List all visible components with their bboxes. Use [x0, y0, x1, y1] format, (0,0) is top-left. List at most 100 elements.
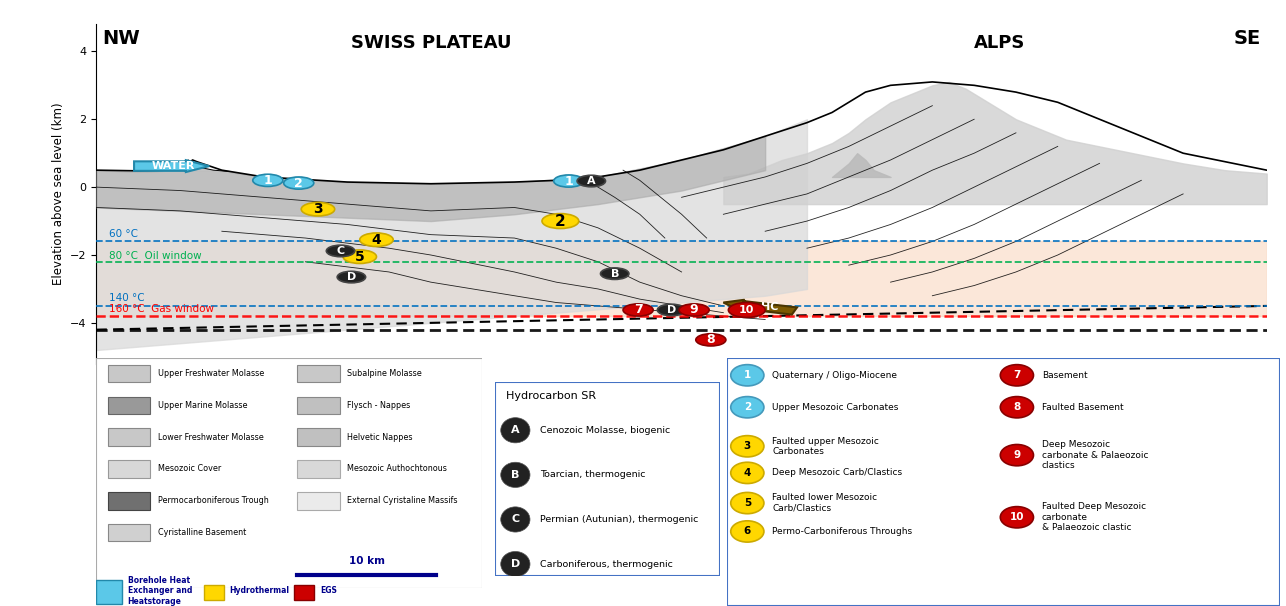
Text: 4: 4: [372, 233, 382, 247]
Text: 7: 7: [1013, 370, 1021, 381]
Text: Flysch - Nappes: Flysch - Nappes: [347, 401, 410, 410]
Text: 10: 10: [739, 305, 755, 315]
Text: Lower Freshwater Molasse: Lower Freshwater Molasse: [158, 433, 264, 442]
Bar: [108, 365, 150, 382]
Bar: [108, 492, 150, 510]
Circle shape: [1001, 445, 1034, 466]
Text: Upper Marine Molasse: Upper Marine Molasse: [158, 401, 248, 410]
Text: Quaternary / Oligo-Miocene: Quaternary / Oligo-Miocene: [772, 371, 898, 380]
Text: Subalpine Molasse: Subalpine Molasse: [347, 369, 422, 378]
Bar: [108, 428, 150, 446]
Circle shape: [327, 245, 355, 257]
Text: External Cyristaline Massifs: External Cyristaline Massifs: [347, 496, 458, 505]
Circle shape: [622, 304, 653, 316]
Text: 2: 2: [556, 213, 566, 228]
Circle shape: [500, 507, 530, 532]
Text: EGS: EGS: [320, 587, 337, 595]
Circle shape: [337, 271, 365, 283]
Bar: [204, 585, 224, 600]
Circle shape: [657, 304, 685, 316]
Text: Permo-Carboniferous Throughs: Permo-Carboniferous Throughs: [772, 527, 912, 536]
Circle shape: [601, 268, 629, 279]
Circle shape: [577, 175, 606, 187]
Text: WATER: WATER: [152, 161, 195, 171]
Text: 10: 10: [1010, 512, 1024, 522]
Circle shape: [730, 493, 764, 514]
Text: 3: 3: [314, 202, 323, 216]
Circle shape: [679, 304, 709, 316]
Circle shape: [253, 175, 283, 187]
Text: Toarcian, thermogenic: Toarcian, thermogenic: [540, 470, 646, 479]
FancyBboxPatch shape: [495, 382, 720, 576]
Circle shape: [696, 334, 725, 346]
Text: 3: 3: [743, 441, 751, 451]
FancyBboxPatch shape: [96, 358, 482, 588]
Circle shape: [730, 521, 764, 542]
Text: Permian (Autunian), thermogenic: Permian (Autunian), thermogenic: [540, 515, 698, 524]
Text: A: A: [586, 176, 595, 186]
Circle shape: [728, 302, 765, 318]
Text: Mesozoic Authochtonous: Mesozoic Authochtonous: [347, 464, 448, 473]
Text: ALPS: ALPS: [974, 35, 1025, 53]
Text: 1: 1: [264, 174, 273, 187]
Bar: [108, 524, 150, 541]
FancyBboxPatch shape: [727, 358, 1280, 606]
Text: Deep Mesozoic Carb/Clastics: Deep Mesozoic Carb/Clastics: [772, 468, 903, 478]
Text: Hydrothermal: Hydrothermal: [229, 587, 289, 595]
Text: B: B: [611, 268, 619, 279]
Bar: [297, 428, 340, 446]
Text: C: C: [337, 246, 345, 256]
Text: Mesozoic Cover: Mesozoic Cover: [158, 464, 221, 473]
Text: 5: 5: [743, 498, 751, 508]
Text: 160 °C  Gas window: 160 °C Gas window: [109, 304, 213, 314]
Text: Hydrocarbon SR: Hydrocarbon SR: [507, 391, 597, 402]
Text: 6: 6: [743, 527, 751, 536]
Circle shape: [1001, 507, 1034, 528]
Circle shape: [360, 233, 394, 247]
Text: 2: 2: [743, 402, 751, 412]
Text: 9: 9: [1013, 450, 1021, 460]
Text: Faulted Deep Mesozoic
carbonate
& Palaeozoic clastic: Faulted Deep Mesozoic carbonate & Palaeo…: [1042, 502, 1146, 532]
Circle shape: [284, 177, 314, 189]
Text: 8: 8: [706, 333, 715, 347]
Circle shape: [301, 202, 334, 216]
Text: C: C: [512, 514, 520, 524]
Bar: [96, 241, 1267, 316]
Text: D: D: [511, 559, 520, 569]
Text: 4: 4: [743, 468, 751, 478]
Text: B: B: [511, 470, 520, 480]
Text: Upper Freshwater Molasse: Upper Freshwater Molasse: [158, 369, 265, 378]
Text: 1: 1: [565, 175, 574, 187]
Bar: [297, 365, 340, 382]
Circle shape: [730, 396, 764, 418]
FancyArrow shape: [134, 160, 210, 172]
Text: HC: HC: [760, 302, 778, 311]
Circle shape: [541, 213, 579, 228]
Text: Borehole Heat
Exchanger and
Heatstorage: Borehole Heat Exchanger and Heatstorage: [127, 576, 192, 606]
FancyArrow shape: [723, 300, 797, 315]
Circle shape: [1001, 396, 1034, 418]
Text: 9: 9: [689, 304, 698, 316]
Text: 140 °C: 140 °C: [109, 293, 144, 303]
Text: D: D: [667, 305, 676, 315]
Circle shape: [730, 462, 764, 484]
Text: 80 °C  Oil window: 80 °C Oil window: [109, 251, 202, 261]
Text: Faulted Basement: Faulted Basement: [1042, 403, 1124, 411]
Text: 7: 7: [634, 304, 643, 316]
Text: Helvetic Nappes: Helvetic Nappes: [347, 433, 413, 442]
Text: Permocarboniferous Trough: Permocarboniferous Trough: [158, 496, 269, 505]
Text: 10 km: 10 km: [349, 556, 385, 565]
Bar: [294, 585, 314, 600]
Text: SE: SE: [1233, 29, 1260, 48]
Text: A: A: [511, 425, 520, 435]
Bar: [297, 492, 340, 510]
Text: SWISS PLATEAU: SWISS PLATEAU: [351, 35, 511, 53]
Text: Basement: Basement: [1042, 371, 1088, 380]
Text: 8: 8: [1013, 402, 1021, 412]
Text: Faulted upper Mesozoic
Carbonates: Faulted upper Mesozoic Carbonates: [772, 436, 880, 456]
Circle shape: [1001, 365, 1034, 386]
Text: 2: 2: [294, 176, 303, 190]
Text: Faulted lower Mesozoic
Carb/Clastics: Faulted lower Mesozoic Carb/Clastics: [772, 493, 877, 513]
Text: 1: 1: [743, 370, 751, 381]
Bar: [108, 460, 150, 478]
